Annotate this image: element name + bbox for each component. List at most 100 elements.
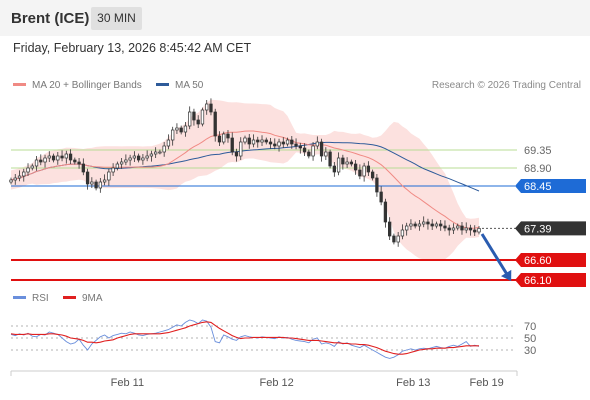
x-tick-label: Feb 13 bbox=[396, 377, 430, 389]
candle bbox=[141, 154, 145, 165]
candle bbox=[183, 122, 188, 137]
x-tick-label: Feb 19 bbox=[470, 377, 504, 389]
candle-body bbox=[39, 159, 43, 163]
candle-body bbox=[56, 155, 60, 161]
candle-body bbox=[349, 161, 354, 165]
candle-body bbox=[379, 191, 383, 203]
forecast-arrow-shaft bbox=[480, 233, 510, 277]
candle bbox=[434, 221, 439, 229]
candle bbox=[132, 151, 137, 162]
candle-body bbox=[277, 141, 281, 147]
candle-body bbox=[336, 157, 341, 173]
candle bbox=[247, 134, 251, 149]
candle-body bbox=[251, 139, 256, 145]
candle-body bbox=[315, 141, 319, 147]
candle-body bbox=[17, 175, 22, 179]
candle-body bbox=[370, 171, 375, 179]
rsi-9ma-line bbox=[10, 321, 479, 355]
candle bbox=[68, 149, 73, 164]
candle bbox=[260, 135, 264, 146]
candle-body bbox=[51, 155, 56, 161]
candle bbox=[196, 115, 200, 128]
timeframe-button[interactable]: 30 MIN bbox=[91, 7, 142, 30]
ma20-line bbox=[10, 130, 480, 229]
candle bbox=[124, 154, 128, 166]
candle bbox=[230, 132, 234, 156]
candle-body bbox=[290, 139, 294, 145]
candle bbox=[370, 169, 375, 181]
candle-body bbox=[81, 163, 85, 173]
candle-body bbox=[285, 139, 290, 145]
candle bbox=[205, 100, 209, 115]
candle-body bbox=[102, 179, 107, 183]
candle bbox=[268, 138, 273, 149]
header-bar: Brent (ICE) 30 MIN bbox=[0, 0, 590, 36]
candle bbox=[234, 148, 239, 162]
level-tag-66.60 bbox=[515, 253, 586, 267]
candle bbox=[379, 186, 383, 206]
x-tick-label: Feb 11 bbox=[111, 377, 144, 389]
candle bbox=[324, 147, 328, 160]
level-label-68.90: 68.90 bbox=[524, 163, 552, 175]
candle-body bbox=[268, 141, 273, 145]
candle-body bbox=[456, 225, 460, 229]
candle-body bbox=[281, 141, 285, 145]
candle bbox=[409, 219, 413, 230]
candle-body bbox=[136, 155, 141, 161]
candle-body bbox=[247, 137, 251, 145]
rsi-label: RSI bbox=[32, 293, 49, 304]
candle-body bbox=[30, 165, 34, 169]
candle bbox=[443, 220, 447, 232]
candle bbox=[13, 174, 17, 185]
candle-body bbox=[426, 221, 430, 225]
copyright-text: Research © 2026 Trading Central bbox=[431, 80, 581, 91]
candle bbox=[34, 156, 39, 171]
candle-body bbox=[307, 151, 311, 157]
candle bbox=[30, 163, 34, 171]
candle bbox=[298, 142, 302, 154]
candle bbox=[353, 160, 358, 175]
candle-body bbox=[90, 181, 94, 185]
candle bbox=[332, 162, 336, 177]
candle-body bbox=[345, 161, 349, 165]
candle bbox=[366, 161, 371, 176]
candle bbox=[477, 226, 481, 235]
candle bbox=[217, 131, 222, 146]
candle bbox=[256, 136, 260, 148]
candle bbox=[400, 224, 405, 240]
candle bbox=[460, 222, 464, 235]
candle-body bbox=[183, 125, 188, 133]
candle bbox=[81, 158, 85, 176]
candle-body bbox=[324, 151, 328, 157]
candle bbox=[107, 168, 111, 186]
candle-body bbox=[94, 181, 98, 189]
ma9-label: 9MA bbox=[82, 293, 103, 304]
candle bbox=[60, 150, 64, 162]
candle-body bbox=[205, 103, 209, 111]
candle bbox=[175, 123, 179, 134]
candle bbox=[413, 221, 417, 229]
candle bbox=[468, 224, 473, 236]
candle-body bbox=[477, 228, 481, 233]
candle-body bbox=[383, 201, 388, 223]
candle bbox=[213, 108, 217, 142]
candle bbox=[345, 157, 349, 168]
candle bbox=[336, 152, 341, 176]
candle-body bbox=[239, 141, 243, 157]
ma50-swatch bbox=[156, 82, 169, 86]
candle-body bbox=[422, 221, 426, 225]
candle-body bbox=[128, 157, 132, 161]
candle-body bbox=[226, 133, 230, 139]
candle bbox=[451, 223, 456, 234]
candle-body bbox=[294, 143, 298, 147]
candle-body bbox=[26, 167, 30, 173]
candle-body bbox=[141, 157, 145, 161]
candle bbox=[154, 147, 158, 158]
candle-body bbox=[443, 225, 447, 229]
candle-body bbox=[362, 165, 366, 177]
candle bbox=[51, 153, 56, 163]
candle bbox=[166, 134, 171, 150]
candle-body bbox=[192, 111, 196, 121]
candle-body bbox=[209, 103, 213, 113]
candle-body bbox=[417, 223, 422, 227]
